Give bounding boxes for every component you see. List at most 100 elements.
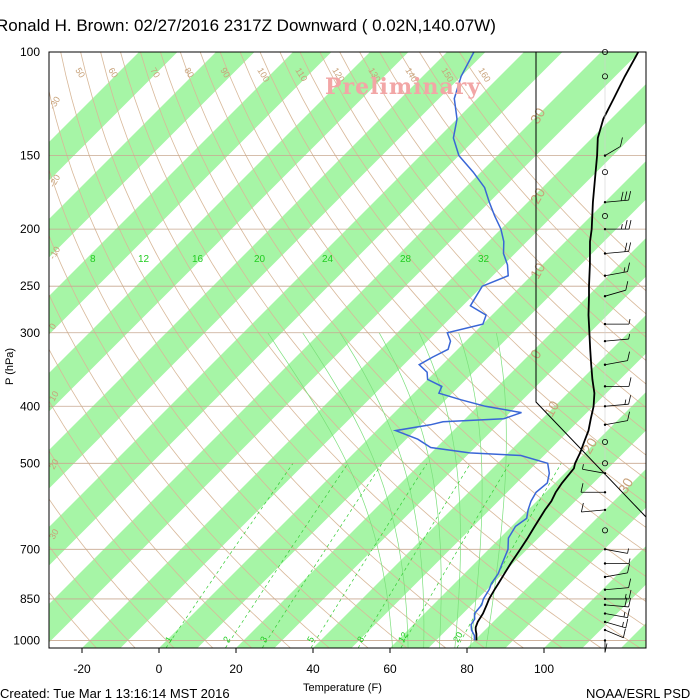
mixing-ratio-line: [310, 463, 428, 648]
wind-barb-flag: [624, 220, 628, 230]
wind-barb-flag: [628, 597, 632, 608]
dry-adiabat: [259, 52, 646, 504]
dry-adiabat: [140, 52, 641, 648]
isotherm-band: [390, 392, 646, 648]
wind-barb-flag: [627, 262, 630, 272]
calm-wind-circle: [602, 213, 609, 220]
wind-barb-flag: [628, 558, 631, 564]
isotherm-band: [467, 469, 646, 648]
isotherm-band: [49, 52, 255, 258]
wind-barb-flag: [628, 589, 632, 599]
isotherm-band: [313, 315, 646, 648]
isotherm-label: 20: [47, 457, 61, 471]
isotherm-band: [49, 52, 178, 181]
dry-adiabat: [100, 52, 563, 648]
y-tick-label: 700: [20, 542, 40, 556]
moist-adiabat: [302, 332, 409, 648]
wind-barb-flag: [628, 242, 632, 252]
dry-adiabat: [319, 52, 646, 432]
chart-title: Ronald H. Brown: 02/27/2016 2317Z Downwa…: [0, 16, 496, 35]
isotherm-band: [49, 52, 332, 335]
mixing-ratio-low-label: 2: [221, 635, 232, 644]
wind-barb-flag: [627, 563, 630, 573]
isotherm-label: 0: [47, 322, 58, 331]
isotherm-band: [544, 546, 646, 648]
dry-adiabat: [199, 52, 646, 578]
dry-adiabat: [179, 52, 646, 602]
moist-adiabat: [267, 332, 393, 648]
isotherm-band-label: 20: [579, 435, 601, 457]
wind-barb-shaft: [604, 146, 621, 156]
mixing-ratio-lines: [165, 332, 562, 648]
wind-barb-shaft: [604, 360, 628, 366]
wind-barb-flag: [627, 411, 630, 421]
adiabat-label: 50: [73, 66, 87, 80]
y-tick-label: 300: [20, 326, 40, 340]
plot-frame: [48, 51, 647, 649]
isotherm-band: [159, 161, 646, 648]
mixing-ratio-line: [224, 463, 349, 648]
wind-barb-flag: [622, 628, 626, 638]
wind-barb-shaft: [604, 271, 628, 277]
isotherm-band: [236, 238, 646, 648]
sounding-series: [392, 52, 640, 641]
x-tick-label: 0: [156, 662, 163, 676]
x-tick-label: 80: [460, 662, 474, 676]
wind-barb-shaft: [604, 338, 629, 342]
wind-barb-flag: [582, 464, 584, 470]
calm-wind-circle: [602, 49, 609, 56]
wind-barb-flag: [628, 220, 632, 230]
mixing-ratio-label: 28: [400, 254, 412, 265]
wind-barb-shaft: [604, 251, 629, 254]
dry-adiabat: [359, 52, 646, 385]
wind-barb-flag: [623, 611, 626, 618]
wind-barb-flag: [628, 395, 632, 405]
temperature-line: [474, 52, 640, 641]
mixing-ratio-line: [456, 463, 562, 648]
x-tick-label: 60: [383, 662, 397, 676]
wind-barb-shaft: [604, 289, 626, 297]
dry-adiabat: [49, 234, 369, 648]
moist-adiabat: [378, 332, 442, 648]
wind-barb-shaft: [604, 420, 628, 426]
dry-adiabat: [49, 293, 330, 648]
wind-barb-flag: [625, 618, 629, 628]
dry-adiabat: [219, 52, 646, 553]
wind-barb-flag: [580, 502, 584, 513]
adiabat-label: 80: [182, 66, 196, 80]
dry-adiabat: [49, 89, 447, 648]
isotherm-label: 30: [47, 527, 61, 541]
mixing-ratio-label: 24: [322, 254, 334, 265]
dry-adiabat: [339, 52, 646, 409]
wind-barb-dot: [603, 508, 607, 512]
preliminary-watermark: Preliminary: [325, 74, 481, 100]
dewpoint-line: [392, 52, 551, 641]
calm-wind-circle: [602, 438, 609, 445]
wind-barb-shaft: [604, 403, 629, 407]
wind-barb-panel: [535, 49, 647, 653]
isotherm-band: [49, 52, 563, 566]
wind-barb-shaft: [604, 629, 624, 639]
isotherm-band: [49, 52, 409, 412]
calm-wind-circle: [602, 169, 609, 176]
adiabat-label: 90: [218, 66, 232, 80]
dry-adiabat: [120, 52, 602, 648]
wind-barb-shaft: [581, 509, 606, 513]
mixing-ratio-low-label: 12: [396, 630, 410, 644]
x-tick-label: 40: [306, 662, 320, 676]
wind-barb-flag: [620, 137, 623, 147]
isotherm-band: [49, 52, 640, 643]
isotherm-band-label: 10: [527, 260, 549, 282]
dry-adiabat: [49, 400, 253, 648]
dry-adiabat: [80, 52, 525, 648]
wind-barb-flag: [628, 191, 632, 201]
wind-barb-flag: [580, 483, 584, 493]
wind-barb-shaft: [604, 199, 629, 203]
wind-barb-shaft: [604, 613, 628, 619]
x-axis-ticks: -20 0 20 40 60 80 100: [73, 648, 554, 676]
footer-credit: NOAA/ESRL PSD: [586, 686, 690, 700]
moist-adiabat: [485, 332, 507, 648]
mixing-ratio-label: 12: [138, 254, 150, 265]
